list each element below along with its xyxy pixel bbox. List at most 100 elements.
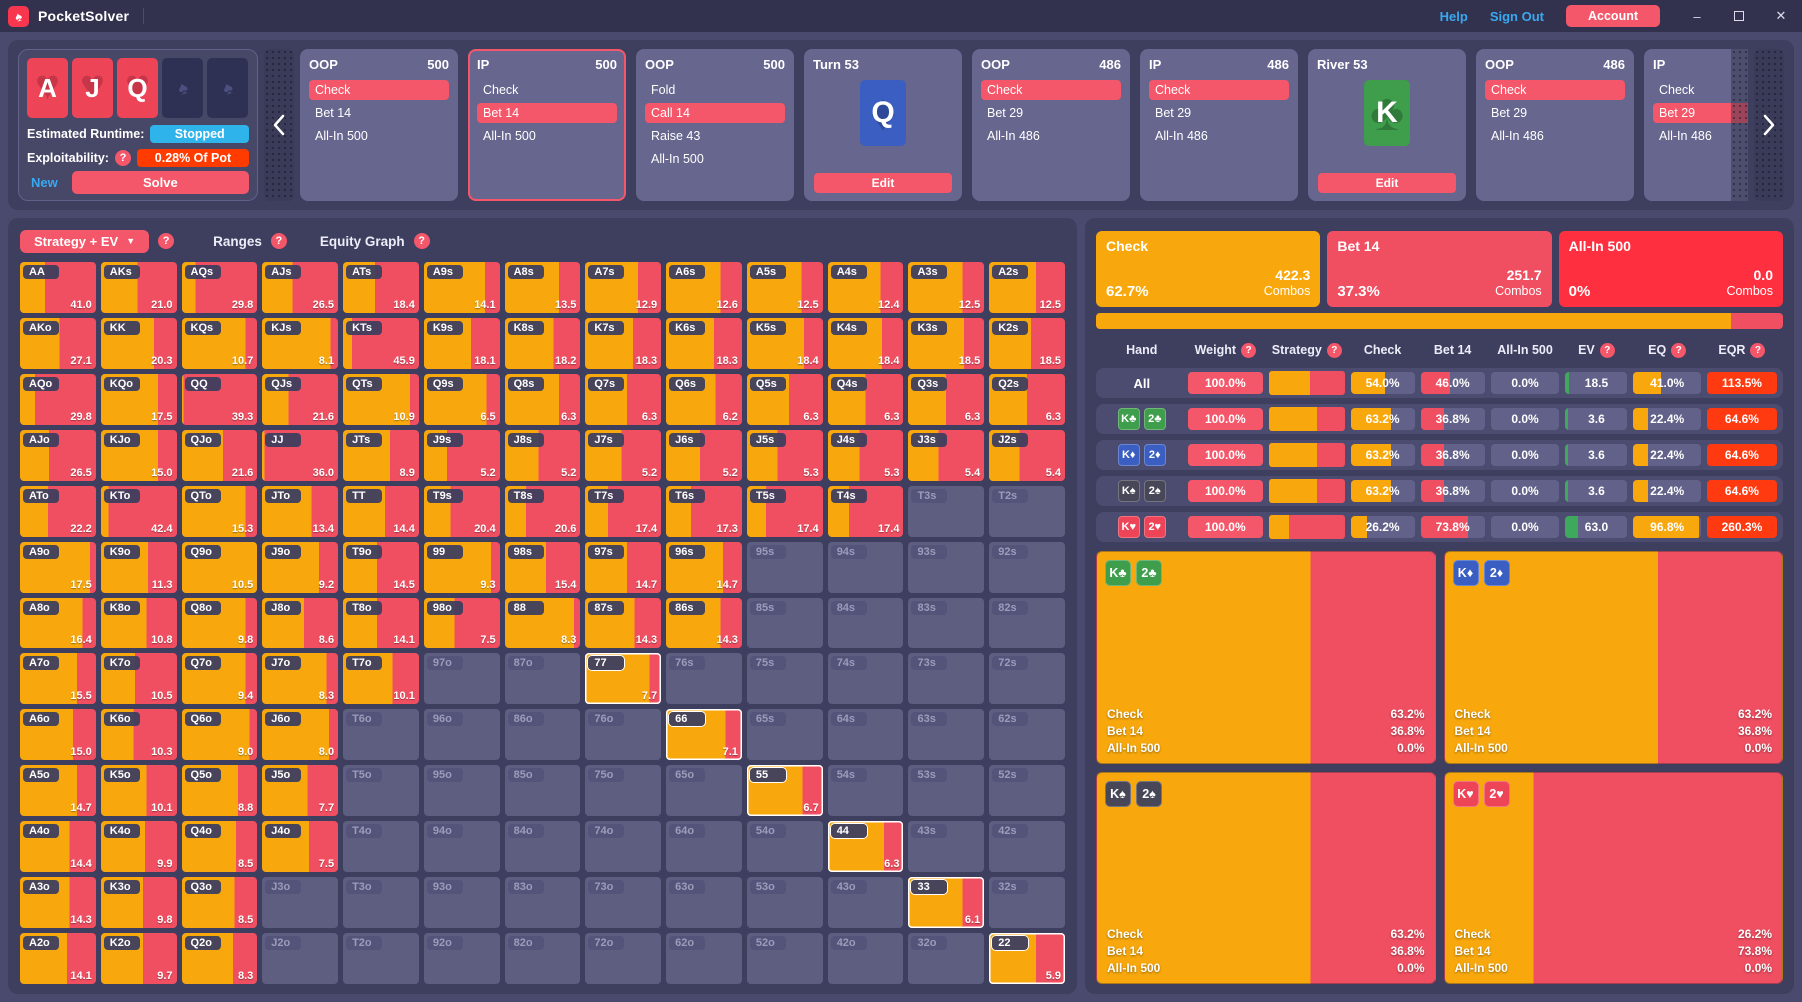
hand-cell-QQ[interactable]: QQ 39.3: [181, 373, 258, 425]
hand-cell-72o[interactable]: 72o: [585, 933, 662, 984]
node-action-all-in[interactable]: All-In 500: [483, 129, 536, 143]
tree-node[interactable]: OOP 500 Fold Call 14 Raise 43 All-In 500: [636, 49, 794, 201]
hand-cell-55[interactable]: 55 6.7: [746, 765, 823, 817]
board-card[interactable]: ♥ A: [27, 58, 68, 118]
hand-cell-K5o[interactable]: K5o 10.1: [100, 765, 177, 817]
hand-cell-76s[interactable]: 76s: [666, 653, 742, 705]
hand-cell-A4s[interactable]: A4s 12.4: [827, 262, 904, 313]
hand-cell-84s[interactable]: 84s: [827, 597, 904, 649]
hand-cell-87s[interactable]: 87s 14.3: [585, 597, 662, 649]
hand-cell-JTs[interactable]: JTs 8.9: [343, 429, 419, 481]
hand-cell-73o[interactable]: 73o: [585, 877, 662, 929]
hand-cell-A7o[interactable]: A7o 15.5: [20, 653, 96, 705]
tree-node[interactable]: OOP 486 Check Bet 29 All-In 486: [972, 49, 1130, 201]
hand-cell-T7o[interactable]: T7o 10.1: [343, 653, 419, 705]
column-help-icon[interactable]: ?: [1241, 342, 1257, 358]
hand-cell-93o[interactable]: 93o: [423, 877, 500, 929]
hand-cell-65s[interactable]: 65s: [746, 709, 823, 761]
hand-cell-62s[interactable]: 62s: [989, 709, 1065, 761]
account-button[interactable]: Account: [1566, 5, 1660, 27]
hand-cell-Q7o[interactable]: Q7o 9.4: [181, 653, 258, 705]
hand-cell-AJo[interactable]: AJo 26.5: [20, 429, 96, 481]
hand-cell-94s[interactable]: 94s: [827, 541, 904, 593]
hand-cell-AA[interactable]: AA 41.0: [20, 262, 96, 313]
hand-cell-Q5o[interactable]: Q5o 8.8: [181, 765, 258, 817]
hand-cell-K8s[interactable]: K8s 18.2: [504, 317, 581, 369]
hand-cell-J7s[interactable]: J7s 5.2: [585, 429, 662, 481]
node-action-all-in[interactable]: All-In 486: [1491, 129, 1544, 143]
node-action-call[interactable]: Call 14: [645, 103, 785, 123]
strategy-help-icon[interactable]: ?: [158, 233, 175, 249]
hand-cell-KK[interactable]: KK 20.3: [100, 317, 177, 369]
hand-cell-95s[interactable]: 95s: [746, 541, 823, 593]
node-action-bet[interactable]: Bet 14: [315, 106, 352, 120]
hand-cell-64s[interactable]: 64s: [827, 709, 904, 761]
hand-cell-T4s[interactable]: T4s 17.4: [827, 485, 904, 537]
hand-cell-KTo[interactable]: KTo 42.4: [100, 485, 177, 537]
hand-cell-53s[interactable]: 53s: [908, 765, 985, 817]
hand-cell-K2s[interactable]: K2s 18.5: [989, 317, 1065, 369]
hand-cell-K3o[interactable]: K3o 9.8: [100, 877, 177, 929]
tree-node[interactable]: IP 486 Check Bet 29 All-In 486: [1140, 49, 1298, 201]
hand-cell-K6s[interactable]: K6s 18.3: [666, 317, 742, 369]
hand-cell-A7s[interactable]: A7s 12.9: [585, 262, 662, 313]
hand-cell-A5o[interactable]: A5o 14.7: [20, 765, 96, 817]
hand-cell-T3s[interactable]: T3s: [908, 485, 985, 537]
hand-cell-T9s[interactable]: T9s 20.4: [423, 485, 500, 537]
hand-cell-KQs[interactable]: KQs 10.7: [181, 317, 258, 369]
hand-cell-85s[interactable]: 85s: [746, 597, 823, 649]
hand-cell-44[interactable]: 44 6.3: [827, 821, 904, 873]
tree-node[interactable]: Turn 53 ♦ Q Edit: [804, 49, 962, 201]
hand-cell-85o[interactable]: 85o: [504, 765, 581, 817]
node-action-bet[interactable]: Bet 29: [1491, 106, 1528, 120]
hand-cell-33[interactable]: 33 6.1: [908, 877, 985, 929]
hand-cell-K8o[interactable]: K8o 10.8: [100, 597, 177, 649]
hand-cell-A3s[interactable]: A3s 12.5: [908, 262, 985, 313]
hand-cell-ATo[interactable]: ATo 22.2: [20, 485, 96, 537]
hand-cell-93s[interactable]: 93s: [908, 541, 985, 593]
strategy-table-row[interactable]: K♠ 2♠ 100.0% 63.2% 36.8% 0.0% 3.6 22.4% 64.6%: [1096, 476, 1783, 506]
tree-scroll-left[interactable]: [264, 49, 294, 201]
hand-cell-J9o[interactable]: J9o 9.2: [262, 541, 339, 593]
hand-cell-T5s[interactable]: T5s 17.4: [746, 485, 823, 537]
hand-cell-K9o[interactable]: K9o 11.3: [100, 541, 177, 593]
hand-cell-J5o[interactable]: J5o 7.7: [262, 765, 339, 817]
node-action-check[interactable]: Check: [1485, 80, 1625, 100]
hand-cell-53o[interactable]: 53o: [746, 877, 823, 929]
hand-cell-98s[interactable]: 98s 15.4: [504, 541, 581, 593]
tree-scroll-right[interactable]: [1754, 49, 1784, 201]
hand-cell-Q8s[interactable]: Q8s 6.3: [504, 373, 581, 425]
hand-cell-88[interactable]: 88 8.3: [504, 597, 581, 649]
hand-cell-98o[interactable]: 98o 7.5: [423, 597, 500, 649]
hand-cell-QJs[interactable]: QJs 21.6: [262, 373, 339, 425]
hand-cell-A6o[interactable]: A6o 15.0: [20, 709, 96, 761]
hand-cell-AQs[interactable]: AQs 29.8: [181, 262, 258, 313]
node-action-check[interactable]: Check: [483, 83, 519, 97]
hand-cell-J2o[interactable]: J2o: [262, 933, 339, 984]
help-link[interactable]: Help: [1439, 8, 1468, 24]
hand-cell-Q9o[interactable]: Q9o 10.5: [181, 541, 258, 593]
hand-cell-65o[interactable]: 65o: [666, 765, 742, 817]
hand-cell-ATs[interactable]: ATs 18.4: [343, 262, 419, 313]
equity-graph-help-icon[interactable]: ?: [413, 233, 430, 249]
exploitability-help-icon[interactable]: ?: [114, 150, 131, 166]
node-action-fold[interactable]: Fold: [651, 83, 676, 97]
column-help-icon[interactable]: ?: [1326, 342, 1342, 358]
hand-cell-AJs[interactable]: AJs 26.5: [262, 262, 339, 313]
column-help-icon[interactable]: ?: [1599, 342, 1615, 358]
hand-cell-94o[interactable]: 94o: [423, 821, 500, 873]
hand-cell-52o[interactable]: 52o: [746, 933, 823, 984]
solve-button[interactable]: Solve: [71, 170, 249, 194]
hand-cell-J7o[interactable]: J7o 8.3: [262, 653, 339, 705]
hand-cell-K6o[interactable]: K6o 10.3: [100, 709, 177, 761]
column-help-icon[interactable]: ?: [1750, 342, 1766, 358]
hand-cell-K2o[interactable]: K2o 9.7: [100, 933, 177, 984]
hand-cell-75o[interactable]: 75o: [585, 765, 662, 817]
edit-card-button[interactable]: Edit: [1318, 173, 1456, 193]
hand-cell-T5o[interactable]: T5o: [343, 765, 419, 817]
hand-cell-AQo[interactable]: AQo 29.8: [20, 373, 96, 425]
hand-cell-87o[interactable]: 87o: [504, 653, 581, 705]
hand-cell-J8o[interactable]: J8o 8.6: [262, 597, 339, 649]
close-icon[interactable]: ✕: [1775, 8, 1787, 23]
hand-cell-32o[interactable]: 32o: [908, 933, 985, 984]
